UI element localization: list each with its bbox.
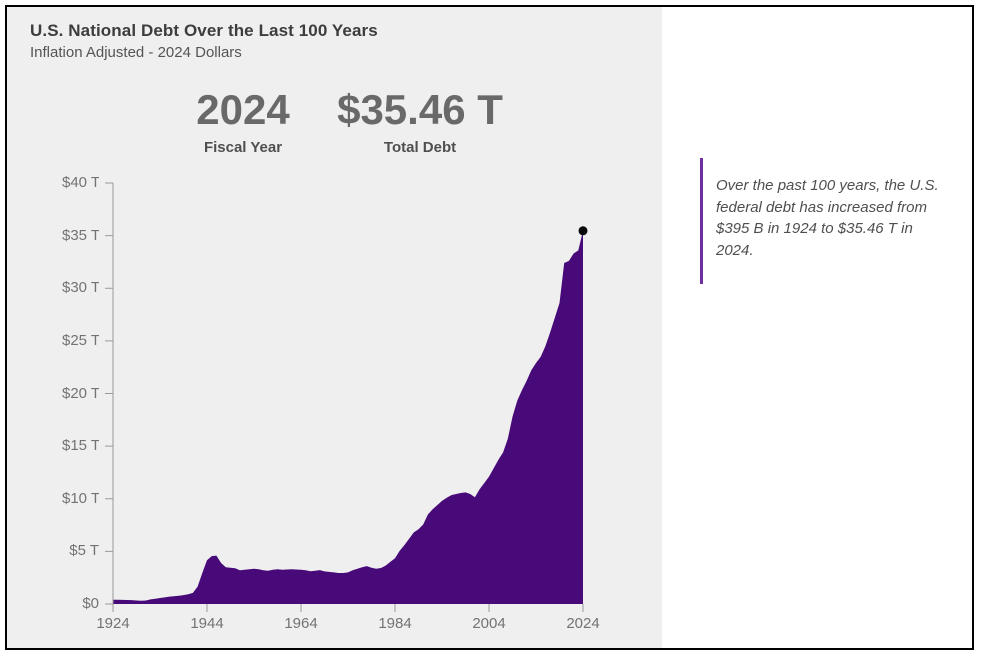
debt-area-chart: $0 $5 T $10 T $15 T $20 T $25 T $30 T $35 T $40 … [7, 7, 662, 648]
annotation-accent-bar [700, 158, 703, 284]
total-debt-label: Total Debt [383, 139, 457, 156]
stat-total-debt: $35.46 T Total Debt [310, 86, 530, 157]
chart-panel: U.S. National Debt Over the Last 100 Yea… [7, 7, 662, 648]
annotation-text: Over the past 100 years, the U.S. federa… [716, 177, 939, 259]
fiscal-year-value: 2024 [196, 86, 290, 133]
x-axis-tick-label: 2024 [566, 615, 600, 632]
y-axis-tick-label: $15 T [62, 437, 99, 455]
y-axis-tick-label: $25 T [62, 331, 99, 349]
y-axis-tick-label: $5 T [69, 542, 99, 560]
y-axis-tick-label: $0 [82, 595, 99, 612]
chart-subtitle: Inflation Adjusted - 2024 Dollars [30, 44, 242, 61]
y-axis-tick-label: $30 T [62, 279, 99, 297]
x-axis-tick-label: 1924 [96, 615, 130, 632]
x-axis-tick-label: 2004 [472, 615, 506, 632]
y-axis-tick-label: $20 T [62, 384, 99, 402]
latest-value-dot [578, 226, 588, 236]
title-block: U.S. National Debt Over the Last 100 Yea… [30, 21, 378, 61]
total-debt-value: $35.46 T [337, 86, 503, 133]
fiscal-year-label: Fiscal Year [203, 139, 283, 156]
chart-svg [105, 182, 588, 612]
x-axis-tick-label: 1984 [378, 615, 412, 632]
chart-title: U.S. National Debt Over the Last 100 Yea… [30, 21, 378, 40]
stat-fiscal-year: 2024 Fiscal Year [143, 86, 343, 157]
y-axis-tick-label: $40 T [62, 174, 99, 191]
y-axis-tick-label: $10 T [62, 489, 99, 507]
y-axis-tick-label: $35 T [62, 226, 99, 244]
annotation-block: Over the past 100 years, the U.S. federa… [700, 158, 970, 284]
debt-area-fill [113, 230, 583, 605]
page-frame: U.S. National Debt Over the Last 100 Yea… [5, 5, 974, 650]
x-axis-tick-label: 1944 [190, 615, 224, 632]
x-axis-tick-label: 1964 [284, 615, 318, 632]
